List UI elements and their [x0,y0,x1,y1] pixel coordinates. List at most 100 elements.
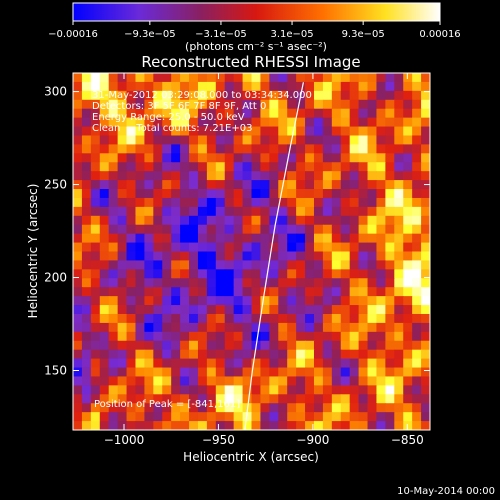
heatmap-cell [331,385,342,395]
heatmap-cell [233,126,244,137]
heatmap-cell [421,313,430,324]
heatmap-cell [349,171,360,181]
heatmap-cell [162,99,172,110]
heatmap-cell [135,403,146,413]
heatmap-cell [251,305,262,315]
heatmap-cell [260,287,270,297]
heatmap-cell [206,108,217,119]
heatmap-cell [403,215,413,226]
heatmap-cell [108,197,119,208]
heatmap-cell [153,144,163,154]
heatmap-cell [358,260,369,270]
heatmap-cell [206,412,217,422]
heatmap-cell [206,367,217,378]
heatmap-cell [117,331,128,342]
heatmap-cell [322,296,333,306]
heatmap-cell [99,367,110,378]
heatmap-cell [99,108,110,119]
heatmap-cell [269,189,279,199]
heatmap-cell [99,144,110,154]
heatmap-cell [394,349,404,360]
heatmap-cell [412,197,422,208]
heatmap-cell [340,215,351,226]
heatmap-cell [296,331,306,342]
heatmap-cell [278,287,288,297]
heatmap-cell [81,162,92,172]
heatmap-cell [376,189,386,199]
heatmap-cell [376,197,386,208]
heatmap-cell [313,73,324,83]
heatmap-cell [189,233,199,244]
heatmap-cell [331,403,342,413]
heatmap-cell [73,331,83,342]
heatmap-cell [278,322,288,333]
heatmap-cell [278,99,288,110]
heatmap-cell [108,322,119,333]
heatmap-cell [287,189,297,199]
heatmap-cell [73,269,83,279]
heatmap-cell [135,224,146,235]
heatmap-cell [331,224,342,235]
heatmap-cell [162,376,172,386]
heatmap-cell [90,189,101,199]
heatmap-cell [180,153,190,163]
heatmap-cell [153,153,163,163]
heatmap-cell [153,385,163,395]
heatmap-cell [162,215,172,226]
heatmap-cell [305,233,315,244]
heatmap-cell [305,215,315,226]
heatmap-cell [367,197,378,208]
heatmap-cell [180,269,190,279]
heatmap-cell [305,260,315,270]
heatmap-cell [233,153,244,163]
heatmap-cell [135,322,146,333]
heatmap-cell [421,358,430,369]
heatmap-cell [108,412,119,422]
heatmap-cell [90,171,101,181]
heatmap-cell [251,260,262,270]
heatmap-cell [296,242,306,253]
heatmap-cell [197,144,208,154]
heatmap-cell [269,99,279,110]
heatmap-cell [233,367,244,378]
heatmap-cell [251,99,262,110]
heatmap-cell [117,162,128,172]
heatmap-cell [215,171,226,181]
heatmap-cell [144,197,154,208]
heatmap-cell [224,394,235,404]
heatmap-cell [296,385,306,395]
heatmap-cell [296,81,306,92]
heatmap-cell [421,376,430,386]
heatmap-cell [358,162,369,172]
heatmap-cell [171,385,181,395]
heatmap-cell [421,322,430,333]
heatmap-cell [171,144,181,154]
heatmap-cell [421,421,430,430]
heatmap-cell [287,376,297,386]
heatmap-cell [153,349,163,360]
heatmap-cell [412,206,422,217]
heatmap-cell [135,180,146,190]
heatmap-cell [215,99,226,110]
heatmap-cell [197,331,208,342]
heatmap-cell [421,90,430,101]
heatmap-cell [349,349,360,360]
heatmap-cell [224,206,235,217]
heatmap-cell [296,421,306,430]
heatmap-cell [171,278,181,288]
heatmap-cell [144,305,154,315]
heatmap-cell [99,90,110,101]
heatmap-cell [278,108,288,119]
heatmap-cell [233,340,244,351]
heatmap-cell [153,180,163,190]
heatmap-cell [73,251,83,262]
heatmap-cell [287,117,297,128]
heatmap-cell [126,126,137,137]
heatmap-cell [251,224,262,235]
heatmap-cell [126,73,137,83]
heatmap-cell [403,421,413,430]
heatmap-cell [394,135,404,146]
heatmap-cell [287,287,297,297]
heatmap-cell [313,126,324,137]
